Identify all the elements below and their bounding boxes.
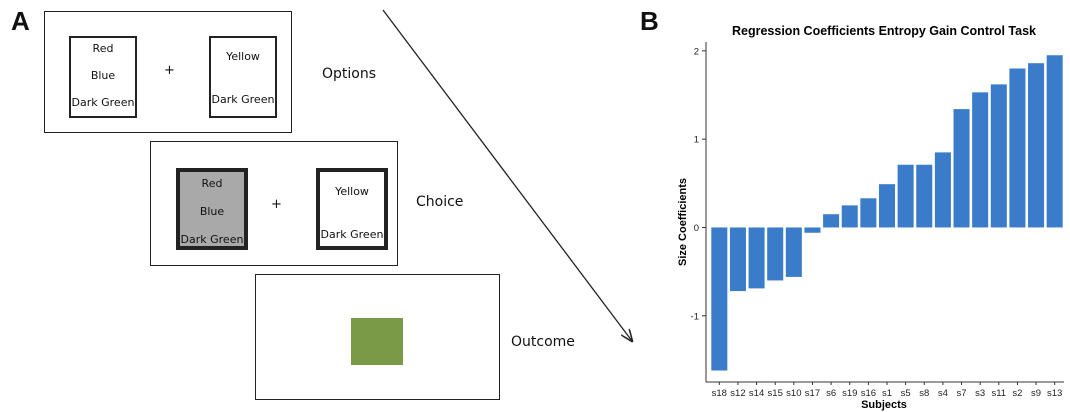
- x-tick-label: s8: [919, 388, 929, 399]
- bar: [990, 84, 1007, 228]
- bar: [860, 198, 877, 228]
- x-tick-label: s2: [1012, 388, 1022, 399]
- bar: [767, 227, 784, 281]
- choice-label: Choice: [416, 194, 464, 210]
- y-axis-title: Size Coefficients: [677, 178, 689, 266]
- card-text: Yellow: [335, 185, 369, 198]
- plus-sign: +: [164, 63, 175, 78]
- bar: [953, 109, 970, 228]
- y-tick-label: 2: [694, 46, 699, 57]
- options-left-card: Red Blue Dark Green: [69, 36, 137, 118]
- card-text: Dark Green: [180, 233, 244, 246]
- card-text: Red: [92, 42, 114, 55]
- bar: [972, 92, 989, 228]
- x-tick-label: s7: [957, 388, 967, 399]
- bar: [897, 164, 914, 228]
- bar: [878, 184, 896, 228]
- options-right-card: Yellow Dark Green: [209, 36, 277, 118]
- card-text: Blue: [90, 69, 116, 82]
- x-tick-label: s3: [975, 388, 985, 399]
- x-tick-label: s19: [842, 388, 857, 399]
- chart-title: Regression Coefficients Entropy Gain Con…: [732, 24, 1036, 38]
- x-tick-label: s18: [712, 388, 727, 399]
- bar: [1009, 68, 1026, 228]
- bar: [823, 214, 840, 228]
- x-tick-label: s5: [901, 388, 911, 399]
- x-tick-label: s15: [768, 388, 783, 399]
- x-tick-label: s16: [861, 388, 876, 399]
- choice-other-card: Yellow Dark Green: [316, 168, 388, 250]
- y-tick-label: 0: [694, 223, 699, 234]
- card-text: Dark Green: [71, 96, 135, 109]
- card-text: Dark Green: [211, 93, 275, 106]
- x-tick-label: s1: [882, 388, 892, 399]
- bar: [1028, 63, 1045, 228]
- bar: [841, 205, 858, 228]
- outcome-color-swatch: [351, 318, 403, 365]
- bar: [729, 227, 746, 292]
- x-tick-label: s6: [826, 388, 836, 399]
- choice-selected-card: Red Blue Dark Green: [176, 168, 248, 250]
- y-tick-label: 1: [694, 135, 699, 146]
- panel-a-letter: A: [11, 6, 30, 36]
- x-tick-label: s4: [938, 388, 948, 399]
- bar: [748, 227, 765, 289]
- card-text: Red: [201, 177, 223, 190]
- outcome-frame: [255, 274, 500, 400]
- options-label: Options: [322, 66, 377, 82]
- plus-sign: +: [271, 197, 282, 212]
- choice-frame: Red Blue Dark Green + Yellow Dark Green: [150, 141, 398, 266]
- bar: [804, 227, 821, 233]
- card-text: Blue: [199, 205, 225, 218]
- bar: [916, 164, 933, 228]
- y-tick-label: -1: [691, 311, 699, 322]
- x-tick-label: s17: [805, 388, 820, 399]
- x-tick-label: s14: [749, 388, 764, 399]
- card-text: Dark Green: [320, 228, 384, 241]
- bar: [711, 227, 728, 371]
- x-tick-label: s10: [786, 388, 801, 399]
- panel-b-letter: B: [640, 6, 659, 36]
- card-text: Yellow: [226, 50, 260, 63]
- bar: [934, 152, 951, 228]
- x-tick-label: s13: [1047, 388, 1062, 399]
- x-tick-label: s9: [1031, 388, 1041, 399]
- options-frame: Red Blue Dark Green + Yellow Dark Green: [44, 11, 292, 133]
- bar: [1046, 55, 1063, 228]
- x-axis-title: Subjects: [861, 399, 907, 411]
- x-tick-label: s11: [991, 388, 1006, 399]
- bar: [785, 227, 802, 277]
- x-tick-label: s12: [730, 388, 745, 399]
- outcome-label: Outcome: [511, 334, 575, 350]
